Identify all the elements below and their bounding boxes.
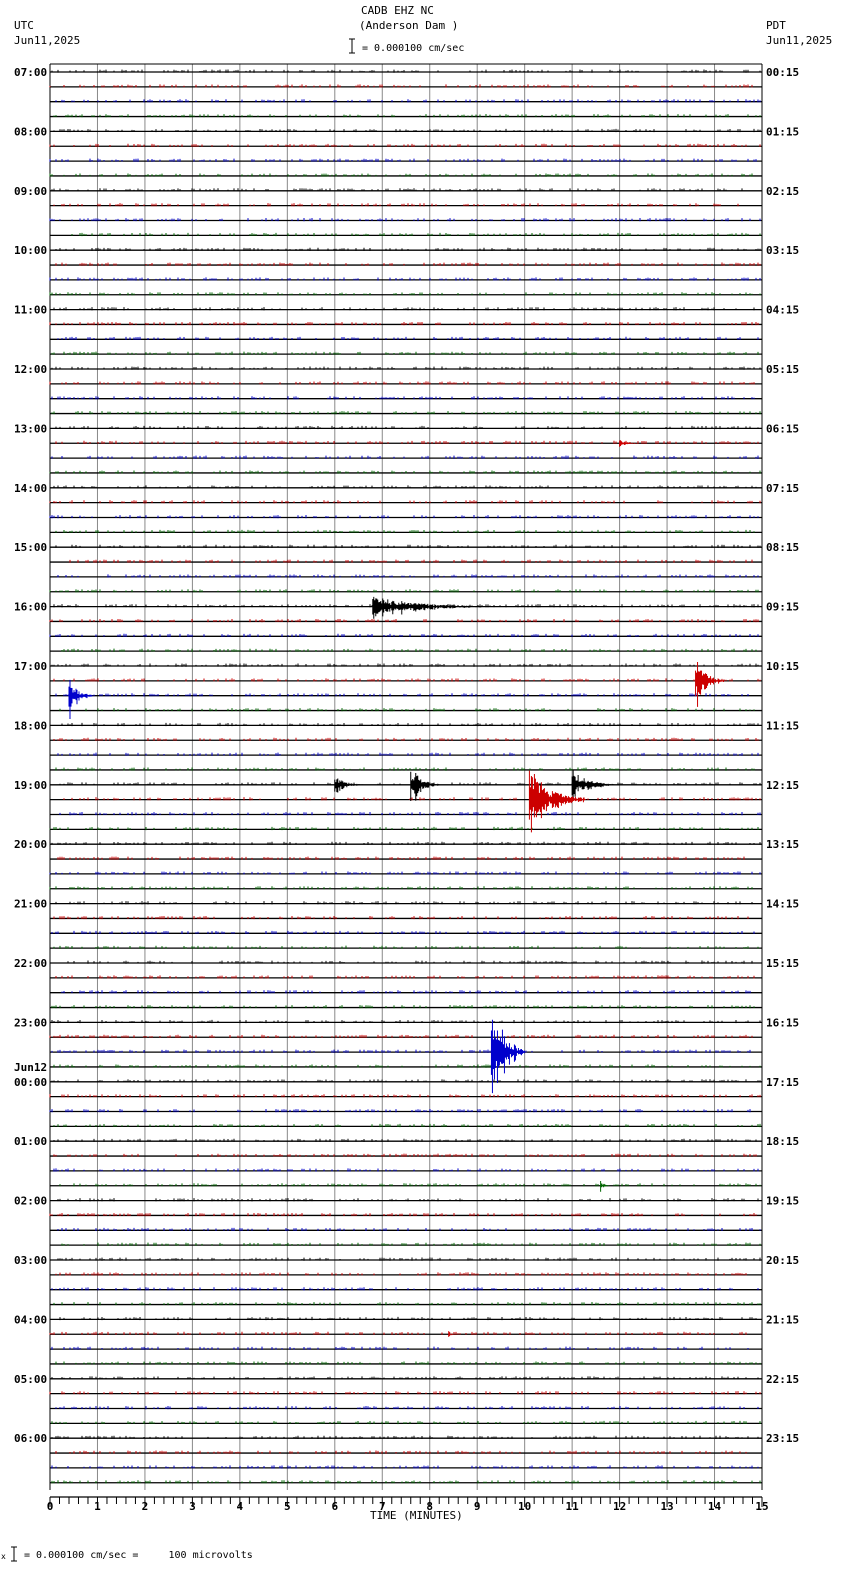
x-tick-label: 15	[755, 1500, 768, 1513]
pdt-hour-label: 17:15	[766, 1076, 799, 1089]
pdt-hour-label: 00:15	[766, 66, 799, 79]
seismic-event	[448, 1331, 454, 1337]
pdt-hour-label: 06:15	[766, 422, 799, 435]
x-tick-label: 0	[47, 1500, 54, 1513]
x-tick-label: 7	[379, 1500, 386, 1513]
left-timezone: UTC	[14, 19, 34, 32]
x-tick-label: 10	[518, 1500, 531, 1513]
right-date: Jun11,2025	[766, 34, 833, 47]
seismic-event	[68, 679, 93, 719]
pdt-hour-label: 12:15	[766, 779, 799, 792]
pdt-hour-label: 09:15	[766, 601, 799, 614]
utc-hour-label: 11:00	[14, 304, 47, 317]
footer-scale-icon	[10, 1546, 18, 1562]
utc-hour-label: 19:00	[14, 779, 47, 792]
x-tick-label: 8	[426, 1500, 433, 1513]
utc-hour-label: 06:00	[14, 1432, 47, 1445]
x-tick-label: 14	[708, 1500, 722, 1513]
x-axis-label: TIME (MINUTES)	[370, 1509, 463, 1522]
utc-hour-label: 16:00	[14, 601, 47, 614]
utc-hour-label: 12:00	[14, 363, 47, 376]
x-tick-label: 11	[566, 1500, 580, 1513]
x-tick-label: 13	[660, 1500, 673, 1513]
x-tick-label: 2	[142, 1500, 149, 1513]
utc-hour-label: 17:00	[14, 660, 47, 673]
utc-hour-label: 04:00	[14, 1313, 47, 1326]
seismic-event	[410, 771, 440, 801]
pdt-hour-label: 18:15	[766, 1135, 799, 1148]
seismic-event	[334, 778, 364, 793]
footer-prefix: x	[1, 1552, 6, 1561]
utc-hour-label: 20:00	[14, 838, 47, 851]
utc-hour-label: 21:00	[14, 898, 47, 911]
utc-hour-label: 14:00	[14, 482, 47, 495]
utc-hour-label: 08:00	[14, 125, 47, 138]
pdt-hour-label: 04:15	[766, 304, 799, 317]
pdt-hour-label: 21:15	[766, 1313, 799, 1326]
pdt-hour-label: 10:15	[766, 660, 799, 673]
date-change-label: Jun12	[14, 1061, 48, 1074]
footer-scale-text: = 0.000100 cm/sec = 100 microvolts	[24, 1550, 253, 1561]
pdt-hour-label: 07:15	[766, 482, 799, 495]
seismic-event	[528, 770, 586, 833]
utc-hour-label: 15:00	[14, 541, 47, 554]
seismic-event	[571, 769, 615, 800]
x-tick-label: 4	[237, 1500, 244, 1513]
x-tick-label: 6	[331, 1500, 338, 1513]
utc-hour-label: 00:00	[14, 1076, 47, 1089]
x-tick-label: 12	[613, 1500, 626, 1513]
site-name: (Anderson Dam )	[359, 19, 459, 32]
pdt-hour-label: 02:15	[766, 185, 799, 198]
pdt-hour-label: 03:15	[766, 244, 799, 257]
utc-hour-label: 23:00	[14, 1016, 47, 1029]
utc-hour-label: 01:00	[14, 1135, 47, 1148]
x-tick-label: 1	[94, 1500, 101, 1513]
pdt-hour-label: 20:15	[766, 1254, 799, 1267]
utc-hour-label: 05:00	[14, 1373, 47, 1386]
utc-hour-label: 10:00	[14, 244, 47, 257]
pdt-hour-label: 11:15	[766, 719, 799, 732]
right-timezone: PDT	[766, 19, 786, 32]
utc-hour-label: 02:00	[14, 1195, 47, 1208]
pdt-hour-label: 19:15	[766, 1195, 799, 1208]
pdt-hour-label: 01:15	[766, 125, 799, 138]
scale-text: = 0.000100 cm/sec	[362, 43, 465, 54]
seismic-event	[695, 662, 725, 707]
pdt-hour-label: 22:15	[766, 1373, 799, 1386]
utc-hour-label: 07:00	[14, 66, 47, 79]
utc-hour-label: 13:00	[14, 422, 47, 435]
pdt-hour-label: 14:15	[766, 898, 799, 911]
pdt-hour-label: 08:15	[766, 541, 799, 554]
seismic-event	[490, 1019, 525, 1094]
station-title: CADB EHZ NC	[361, 4, 434, 17]
pdt-hour-label: 16:15	[766, 1016, 799, 1029]
x-tick-label: 5	[284, 1500, 291, 1513]
utc-hour-label: 18:00	[14, 719, 47, 732]
pdt-hour-label: 05:15	[766, 363, 799, 376]
left-date: Jun11,2025	[14, 34, 81, 47]
x-tick-label: 3	[189, 1500, 196, 1513]
scale-bar-icon	[348, 38, 356, 54]
seismic-event	[619, 440, 639, 447]
x-tick-label: 9	[474, 1500, 481, 1513]
utc-hour-label: 03:00	[14, 1254, 47, 1267]
pdt-hour-label: 13:15	[766, 838, 799, 851]
utc-hour-label: 09:00	[14, 185, 47, 198]
utc-hour-label: 22:00	[14, 957, 47, 970]
seismic-event	[600, 1180, 611, 1192]
pdt-hour-label: 15:15	[766, 957, 799, 970]
seismic-event	[372, 596, 487, 619]
pdt-hour-label: 23:15	[766, 1432, 799, 1445]
